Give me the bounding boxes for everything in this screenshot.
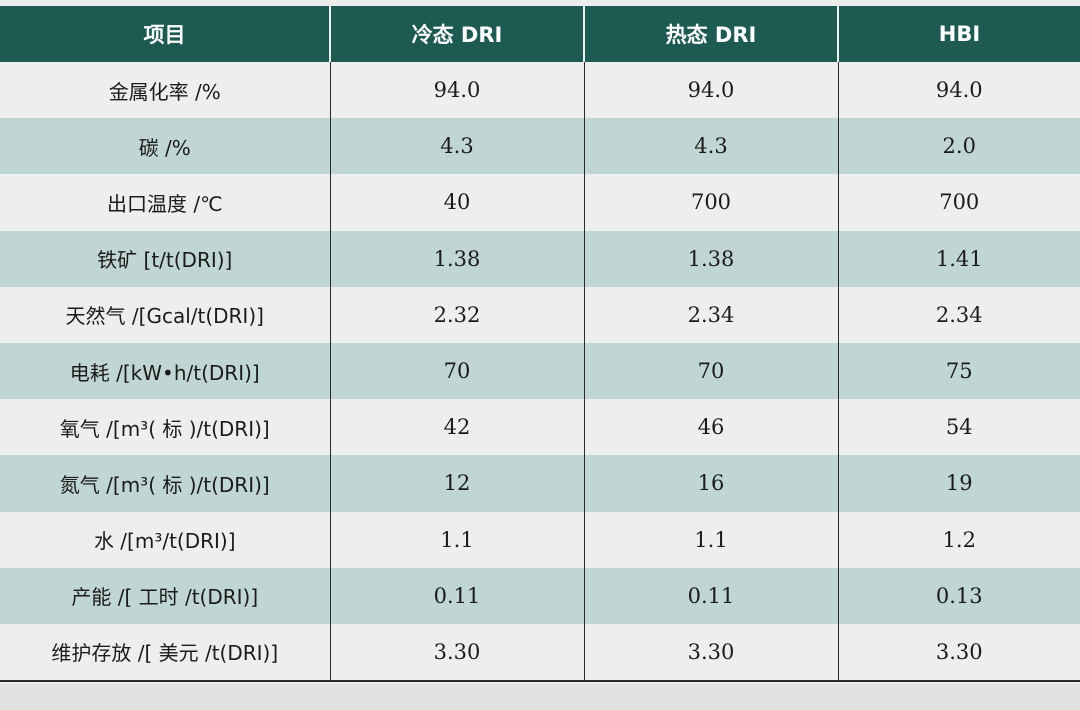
table-row: 铁矿 [t/t(DRI)] 1.38 1.38 1.41	[0, 230, 1080, 287]
cell-hbi: 94.0	[838, 62, 1080, 119]
row-label: 电耗 /[kW•h/t(DRI)]	[0, 342, 331, 400]
cell-hot-dri: 94.0	[584, 62, 839, 119]
table-row: 水 /[m³/t(DRI)] 1.1 1.1 1.2	[0, 511, 1080, 568]
cell-hbi: 1.2	[838, 511, 1080, 568]
table-row: 金属化率 /% 94.0 94.0 94.0	[0, 62, 1080, 119]
cell-cold-dri: 40	[330, 174, 585, 231]
cell-hot-dri: 46	[584, 399, 839, 456]
cell-cold-dri: 1.1	[330, 511, 585, 568]
table-row: 碳 /% 4.3 4.3 2.0	[0, 118, 1080, 175]
header-row: 项目 冷态 DRI 热态 DRI HBI	[0, 6, 1080, 62]
row-label: 氧气 /[m³( 标 )/t(DRI)]	[0, 399, 331, 456]
cell-hbi: 3.30	[838, 623, 1080, 683]
row-label: 碳 /%	[0, 118, 331, 175]
cell-hbi: 1.41	[838, 230, 1080, 287]
cell-cold-dri: 42	[330, 399, 585, 456]
cell-hbi: 0.13	[838, 567, 1080, 624]
table-row: 电耗 /[kW•h/t(DRI)] 70 70 75	[0, 342, 1080, 400]
cell-hbi: 75	[838, 342, 1080, 400]
cell-hot-dri: 0.11	[584, 567, 839, 624]
row-label: 铁矿 [t/t(DRI)]	[0, 230, 331, 287]
row-label: 维护存放 /[ 美元 /t(DRI)]	[0, 623, 331, 683]
cell-cold-dri: 12	[330, 455, 585, 512]
table-row: 氮气 /[m³( 标 )/t(DRI)] 12 16 19	[0, 455, 1080, 512]
table-body: 金属化率 /% 94.0 94.0 94.0 碳 /% 4.3 4.3 2.0 …	[0, 62, 1080, 683]
cell-hot-dri: 4.3	[584, 118, 839, 175]
cell-cold-dri: 0.11	[330, 567, 585, 624]
table-row: 氧气 /[m³( 标 )/t(DRI)] 42 46 54	[0, 399, 1080, 456]
cell-hot-dri: 1.38	[584, 230, 839, 287]
header-cold-dri: 冷态 DRI	[330, 6, 585, 62]
table-header: 项目 冷态 DRI 热态 DRI HBI	[0, 6, 1080, 62]
table-row: 出口温度 /℃ 40 700 700	[0, 174, 1080, 231]
cell-cold-dri: 3.30	[330, 623, 585, 683]
cell-hot-dri: 3.30	[584, 623, 839, 683]
cell-hbi: 19	[838, 455, 1080, 512]
cell-hot-dri: 70	[584, 342, 839, 400]
data-table: 项目 冷态 DRI 热态 DRI HBI 金属化率 /% 94.0 94.0 9…	[0, 6, 1080, 683]
row-label: 天然气 /[Gcal/t(DRI)]	[0, 286, 331, 343]
row-label: 出口温度 /℃	[0, 174, 331, 231]
page-margin	[0, 684, 1080, 710]
cell-cold-dri: 1.38	[330, 230, 585, 287]
table-row: 维护存放 /[ 美元 /t(DRI)] 3.30 3.30 3.30	[0, 623, 1080, 683]
header-hbi: HBI	[838, 6, 1080, 62]
cell-hot-dri: 1.1	[584, 511, 839, 568]
cell-hot-dri: 2.34	[584, 286, 839, 343]
cell-cold-dri: 94.0	[330, 62, 585, 119]
header-hot-dri: 热态 DRI	[584, 6, 839, 62]
row-label: 金属化率 /%	[0, 62, 331, 119]
row-label: 产能 /[ 工时 /t(DRI)]	[0, 567, 331, 624]
cell-hbi: 700	[838, 174, 1080, 231]
cell-hbi: 2.34	[838, 286, 1080, 343]
cell-cold-dri: 2.32	[330, 286, 585, 343]
row-label: 水 /[m³/t(DRI)]	[0, 511, 331, 568]
cell-cold-dri: 4.3	[330, 118, 585, 175]
cell-hbi: 2.0	[838, 118, 1080, 175]
cell-hot-dri: 16	[584, 455, 839, 512]
table-row: 产能 /[ 工时 /t(DRI)] 0.11 0.11 0.13	[0, 567, 1080, 624]
cell-cold-dri: 70	[330, 342, 585, 400]
row-label: 氮气 /[m³( 标 )/t(DRI)]	[0, 455, 331, 512]
cell-hbi: 54	[838, 399, 1080, 456]
cell-hot-dri: 700	[584, 174, 839, 231]
table-row: 天然气 /[Gcal/t(DRI)] 2.32 2.34 2.34	[0, 286, 1080, 343]
header-item: 项目	[0, 6, 331, 62]
